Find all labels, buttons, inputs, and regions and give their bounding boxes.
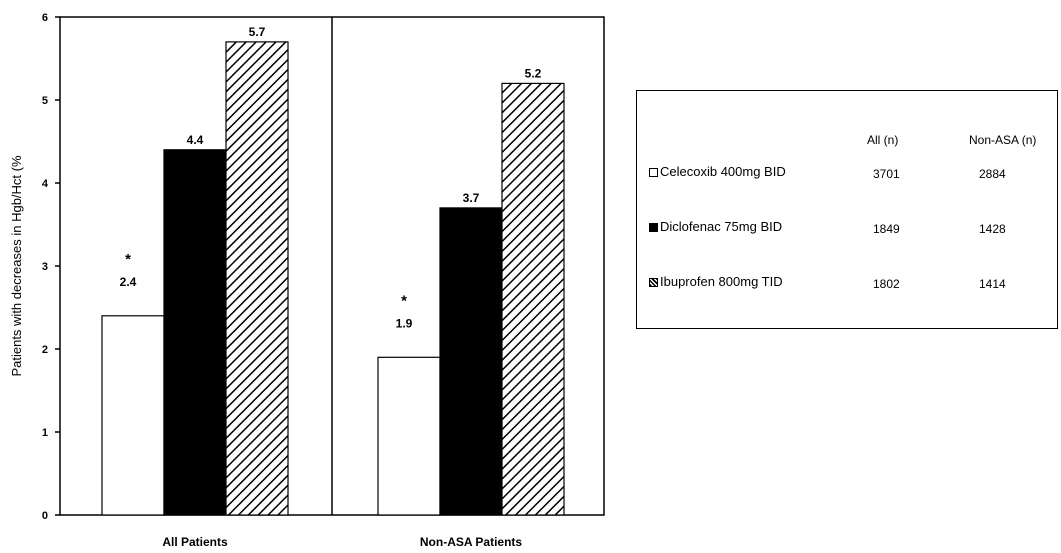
x-category-label-nonasa: Non-ASA Patients (420, 535, 523, 549)
y-tick-label-4: 4 (42, 178, 49, 190)
y-tick-label-5: 5 (42, 95, 48, 107)
bar-diclofenac-nonasa (439, 207, 503, 516)
legend-box: All (n) Non-ASA (n) Celecoxib 400mg BID … (636, 90, 1058, 329)
bar-celecoxib-all (101, 315, 165, 516)
data-label-diclofenac-all: 4.4 (187, 133, 204, 147)
legend-item-ibuprofen: Ibuprofen 800mg TID (649, 274, 783, 289)
y-axis-label: Patients with decreases in Hgb/Hct (% (9, 155, 24, 377)
legend-label-ibuprofen: Ibuprofen 800mg TID (660, 274, 783, 289)
y-tick-label-2: 2 (42, 344, 48, 356)
legend-label-diclofenac: Diclofenac 75mg BID (660, 219, 783, 234)
legend-header-nonasa: Non-ASA (n) (969, 133, 1037, 147)
legend-n-nonasa-celecoxib: 2884 (979, 167, 1006, 181)
x-category-label-all: All Patients (162, 535, 228, 549)
bar-ibuprofen-nonasa (501, 82, 565, 516)
bar-celecoxib-nonasa (377, 356, 441, 516)
data-label-ibuprofen-all: 5.7 (249, 25, 266, 39)
data-label-celecoxib-all: 2.4 (120, 275, 137, 289)
legend-swatch-ibuprofen (649, 278, 658, 287)
legend-swatch-celecoxib (649, 168, 658, 177)
plot-area: 0 1 2 3 4 5 6 Patients with decreases in Hgb/Hc… (9, 12, 605, 549)
y-tick-label-6: 6 (42, 12, 48, 24)
legend-label-celecoxib: Celecoxib 400mg BID (660, 164, 786, 179)
bar-ibuprofen-all (225, 41, 289, 516)
significance-marker-all: * (125, 251, 131, 268)
y-tick-label-1: 1 (42, 427, 48, 439)
legend-n-nonasa-ibuprofen: 1414 (979, 277, 1006, 291)
data-label-celecoxib-nonasa: 1.9 (396, 316, 413, 330)
bar-diclofenac-all (163, 149, 227, 516)
legend-n-all-ibuprofen: 1802 (873, 277, 900, 291)
legend-item-celecoxib: Celecoxib 400mg BID (649, 164, 786, 179)
legend-n-nonasa-diclofenac: 1428 (979, 222, 1006, 236)
legend-header-all: All (n) (867, 133, 899, 147)
significance-marker-nonasa: * (401, 292, 407, 309)
y-tick-label-0: 0 (42, 510, 48, 522)
legend-n-all-diclofenac: 1849 (873, 222, 900, 236)
data-label-diclofenac-nonasa: 3.7 (463, 191, 480, 205)
legend-item-diclofenac: Diclofenac 75mg BID (649, 219, 782, 234)
legend-n-all-celecoxib: 3701 (873, 167, 900, 181)
legend-swatch-diclofenac (649, 223, 658, 232)
y-tick-label-3: 3 (42, 261, 48, 273)
data-label-ibuprofen-nonasa: 5.2 (525, 66, 542, 80)
